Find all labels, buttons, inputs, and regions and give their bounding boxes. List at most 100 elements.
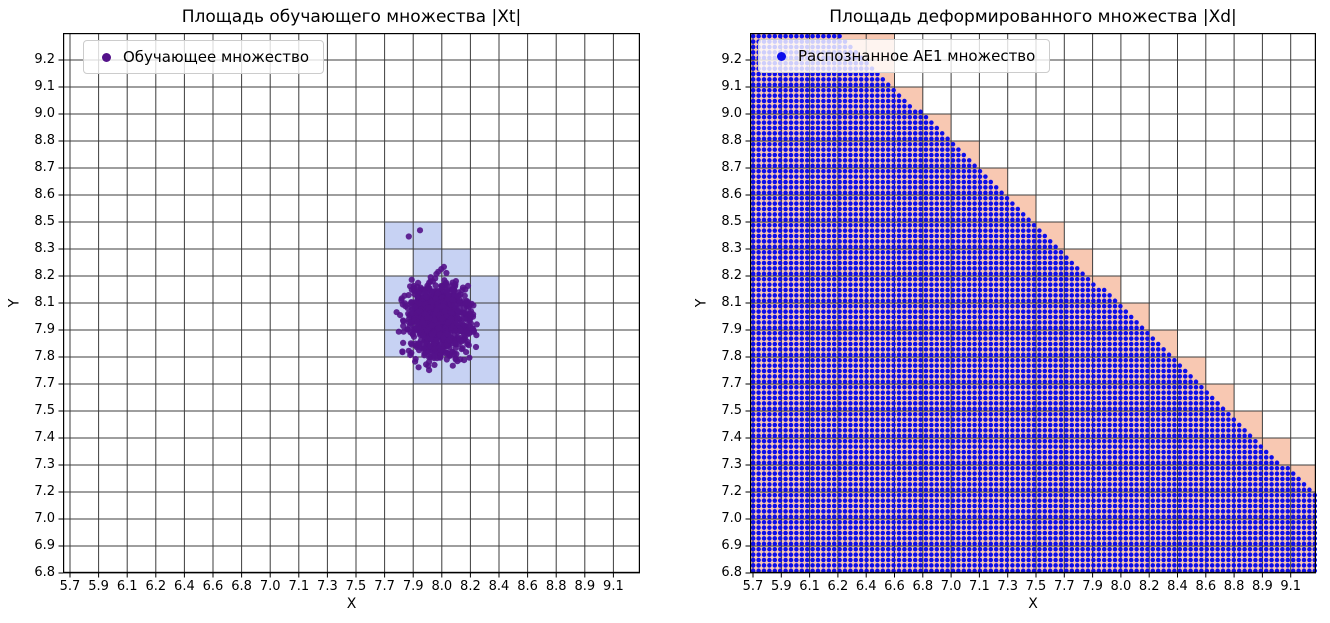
training-x-tick-label: 7.3	[317, 579, 338, 594]
training-x-tick-label: 7.0	[259, 579, 281, 594]
deformed-y-tick-label: 7.0	[721, 511, 742, 526]
training-x-tick-label: 8.6	[517, 579, 538, 594]
training-y-tick-label: 9.1	[34, 79, 55, 94]
deformed-recognized-dots	[750, 33, 1318, 574]
deformed-x-tick-label: 8.0	[1110, 579, 1132, 594]
training-x-tick-label: 7.5	[345, 579, 367, 594]
training-y-tick-label: 7.7	[34, 376, 55, 391]
training-x-tick-label: 8.0	[431, 579, 453, 594]
deformed-x-tick-label: 5.9	[770, 579, 792, 594]
training-y-tick-label: 8.8	[34, 133, 55, 148]
deformed-x-tick-label: 6.2	[827, 579, 849, 594]
deformed-x-tick-label: 6.8	[912, 579, 934, 594]
training-x-axis-label: X	[346, 596, 357, 612]
training-y-tick-label: 8.6	[34, 187, 55, 202]
deformed-grid-lines	[750, 33, 1316, 574]
deformed-y-tick-label: 7.9	[721, 322, 742, 337]
deformed-y-tick-label: 8.3	[721, 241, 742, 256]
training-y-tick-label: 8.3	[34, 241, 55, 256]
deformed-y-tick-label: 6.8	[721, 565, 742, 580]
training-x-tick-label: 8.2	[460, 579, 481, 594]
training-x-tick-label: 6.4	[174, 579, 195, 594]
training-x-tick-label: 5.7	[59, 579, 81, 594]
deformed-plot-canvas	[745, 33, 1318, 578]
deformed-x-tick-label: 8.9	[1252, 579, 1273, 594]
training-y-tick-label: 7.8	[34, 349, 55, 364]
deformed-y-tick-label: 8.7	[721, 160, 742, 175]
training-legend-label: Обучающее множество	[123, 48, 310, 66]
training-y-tick-label: 9.2	[34, 52, 55, 67]
deformed-plot-area: Распознанное AE1 множество	[745, 33, 1318, 578]
deformed-y-tick-label: 9.0	[721, 106, 742, 121]
training-x-tick-label: 7.9	[402, 579, 424, 594]
deformed-x-tick-label: 6.1	[799, 579, 820, 594]
deformed-y-tick-label: 7.3	[721, 457, 742, 472]
deformed-legend-label: Распознанное AE1 множество	[798, 47, 1036, 65]
training-plot-title: Площадь обучающего множества |Xt|	[181, 7, 522, 27]
deformed-tick-marks	[745, 59, 1292, 578]
training-y-tick-label: 7.4	[34, 430, 55, 445]
training-y-tick-label: 6.9	[34, 538, 55, 553]
training-x-tick-label: 7.7	[374, 579, 395, 594]
training-plot-canvas	[58, 33, 640, 578]
training-legend: Обучающее множество	[83, 40, 325, 74]
training-y-tick-label: 6.8	[34, 565, 55, 580]
deformed-y-tick-label: 8.2	[721, 268, 742, 283]
training-tick-marks	[58, 59, 614, 578]
training-x-tick-label: 5.9	[88, 579, 109, 594]
deformed-y-tick-label: 7.5	[721, 403, 742, 418]
deformed-x-tick-label: 8.2	[1138, 579, 1160, 594]
deformed-x-tick-label: 7.7	[1053, 579, 1075, 594]
deformed-y-tick-label: 8.8	[721, 133, 742, 148]
deformed-y-tick-label: 7.4	[721, 430, 742, 445]
training-x-tick-label: 6.2	[145, 579, 167, 594]
training-x-tick-label: 6.6	[202, 579, 224, 594]
deformed-y-tick-label: 8.5	[721, 214, 742, 229]
deformed-y-tick-label: 7.7	[721, 376, 742, 391]
deformed-x-tick-label: 6.4	[855, 579, 877, 594]
training-x-tick-label: 8.4	[488, 579, 510, 594]
training-y-tick-label: 7.9	[34, 322, 55, 337]
training-x-tick-label: 6.8	[231, 579, 252, 594]
deformed-x-tick-label: 6.6	[884, 579, 905, 594]
deformed-x-tick-label: 8.4	[1167, 579, 1188, 594]
deformed-y-tick-label: 9.1	[721, 79, 742, 94]
training-y-tick-label: 8.5	[34, 214, 55, 229]
deformed-legend: Распознанное AE1 множество	[758, 39, 1051, 73]
training-x-tick-label: 8.8	[545, 579, 567, 594]
deformed-spines	[750, 33, 1316, 573]
training-x-tick-label: 6.1	[116, 579, 138, 594]
deformed-x-tick-label: 7.3	[997, 579, 1019, 594]
deformed-y-tick-label: 6.9	[721, 538, 742, 553]
training-y-tick-label: 7.3	[34, 457, 55, 472]
training-x-tick-label: 8.9	[574, 579, 596, 594]
deformed-x-tick-label: 7.5	[1025, 579, 1047, 594]
deformed-x-tick-label: 7.1	[969, 579, 990, 594]
deformed-x-tick-label: 9.1	[1280, 579, 1302, 594]
training-x-tick-label: 7.1	[288, 579, 310, 594]
training-y-tick-label: 8.1	[34, 295, 55, 310]
deformed-y-tick-label: 8.1	[721, 295, 742, 310]
training-y-tick-label: 9.0	[34, 106, 55, 121]
training-y-tick-label: 7.5	[34, 403, 55, 418]
deformed-x-tick-label: 8.8	[1223, 579, 1245, 594]
deformed-legend-marker-icon	[777, 51, 786, 61]
deformed-x-axis-label: X	[1028, 596, 1038, 612]
training-scatter-points	[393, 227, 480, 374]
training-y-tick-label: 7.0	[34, 511, 55, 526]
deformed-y-tick-label: 9.2	[721, 52, 742, 67]
training-grid-lines	[63, 33, 640, 574]
deformed-y-tick-label: 7.2	[721, 484, 742, 499]
training-y-tick-label: 8.7	[34, 160, 55, 175]
deformed-x-tick-label: 8.6	[1195, 579, 1217, 594]
training-plot-area: Обучающее множество	[58, 33, 640, 578]
training-y-tick-label: 8.2	[34, 268, 55, 283]
training-x-tick-label: 9.1	[603, 579, 624, 594]
deformed-x-tick-label: 7.9	[1082, 579, 1103, 594]
training-legend-marker-icon	[102, 52, 111, 62]
training-y-tick-label: 7.2	[34, 484, 55, 499]
deformed-plot-title: Площадь деформированного множества |Xd|	[829, 7, 1237, 27]
deformed-x-tick-label: 7.0	[940, 579, 962, 594]
deformed-y-tick-label: 7.8	[721, 349, 742, 364]
